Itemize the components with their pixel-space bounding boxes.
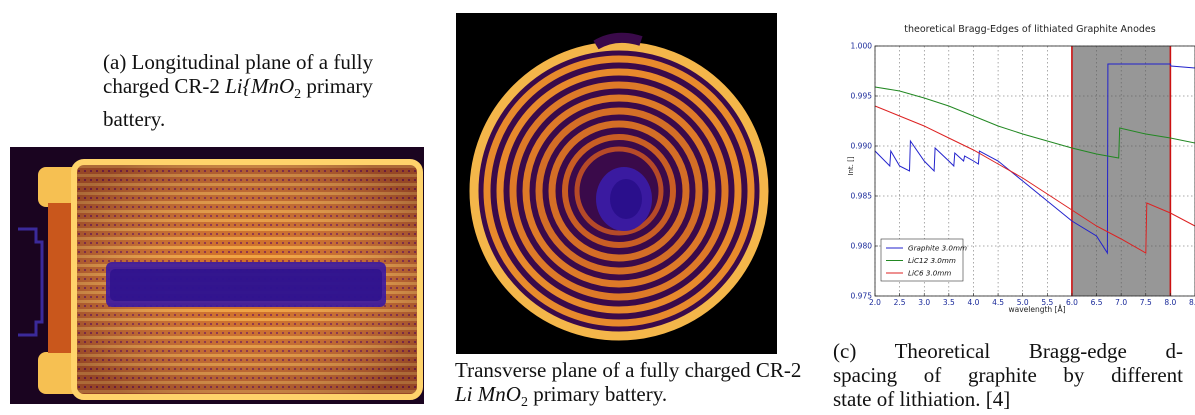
x-tick-label: 4.0 xyxy=(967,298,979,307)
x-tick-label: 8.5 xyxy=(1189,298,1195,307)
x-tick-label: 5.0 xyxy=(1017,298,1029,307)
chart-ylabel: Int. [] xyxy=(847,156,855,175)
caption-b-prefix: Transverse plane of a fully charged CR-2 xyxy=(455,358,802,382)
x-tick-label: 6.5 xyxy=(1091,298,1103,307)
transverse-battery-image xyxy=(456,13,777,354)
chart-plot-area: 2.0 2.5 3.0 3.5 4.0 4.5 5.0 5.5 6.0 6.5 7.0 7.5 8.0 8… xyxy=(851,42,1195,307)
plot-frame xyxy=(874,45,1195,297)
series-line xyxy=(874,63,1195,255)
x-tick-label: 5.5 xyxy=(1041,298,1053,307)
y-tick-label: 0.980 xyxy=(851,242,873,251)
x-tick-label: 3.0 xyxy=(918,298,930,307)
bragg-edge-chart: theoretical Bragg-Edges of lithiated Gra… xyxy=(835,18,1195,323)
caption-c-line3: state of lithiation. [4] xyxy=(833,387,1011,411)
caption-c: (c) Theoretical Bragg-edge d- spacing of… xyxy=(833,339,1183,411)
series-line xyxy=(874,105,1195,254)
x-tick-label: 7.5 xyxy=(1140,298,1152,307)
x-tick-label: 7.0 xyxy=(1115,298,1127,307)
caption-b: Transverse plane of a fully charged CR-2… xyxy=(455,358,815,415)
caption-b-subscript: 2 xyxy=(520,395,528,411)
x-tick-label: 2.5 xyxy=(894,298,906,307)
x-tick-label: 3.5 xyxy=(943,298,955,307)
chart-xlabel: wavelength [Å] xyxy=(1008,305,1065,314)
longitudinal-battery-image xyxy=(10,147,424,404)
y-tick-label: 0.995 xyxy=(851,92,873,101)
x-tick-label: 6.0 xyxy=(1066,298,1078,307)
caption-a-subscript: 2 xyxy=(294,87,302,103)
y-tick-label: 0.975 xyxy=(851,292,873,301)
legend-label: Graphite 3.0mm xyxy=(908,244,967,253)
x-tick-label: 4.5 xyxy=(992,298,1004,307)
caption-b-formula: Li MnO xyxy=(455,382,521,406)
caption-b-suffix: primary battery. xyxy=(533,382,668,406)
caption-a-prefix: (a) Longitudinal plane of a fully charge… xyxy=(103,50,373,98)
x-tick-label: 8.0 xyxy=(1164,298,1176,307)
caption-a-suffix: primary battery. xyxy=(103,74,373,132)
x-tick-label: 2.0 xyxy=(869,298,881,307)
y-tick-label: 1.000 xyxy=(851,42,873,51)
series-line xyxy=(874,86,1195,159)
caption-c-line2: spacing of graphite by different xyxy=(833,363,1183,387)
chart-title: theoretical Bragg-Edges of lithiated Gra… xyxy=(904,24,1155,35)
y-tick-label: 0.985 xyxy=(851,192,873,201)
caption-a: (a) Longitudinal plane of a fully charge… xyxy=(103,50,433,131)
caption-a-formula: Li{MnO xyxy=(225,74,295,98)
legend-label: LiC6 3.0mm xyxy=(908,269,951,278)
caption-c-line1: (c) Theoretical Bragg-edge d- xyxy=(833,339,1183,363)
legend-label: LiC12 3.0mm xyxy=(908,256,956,265)
y-tick-label: 0.990 xyxy=(851,142,873,151)
